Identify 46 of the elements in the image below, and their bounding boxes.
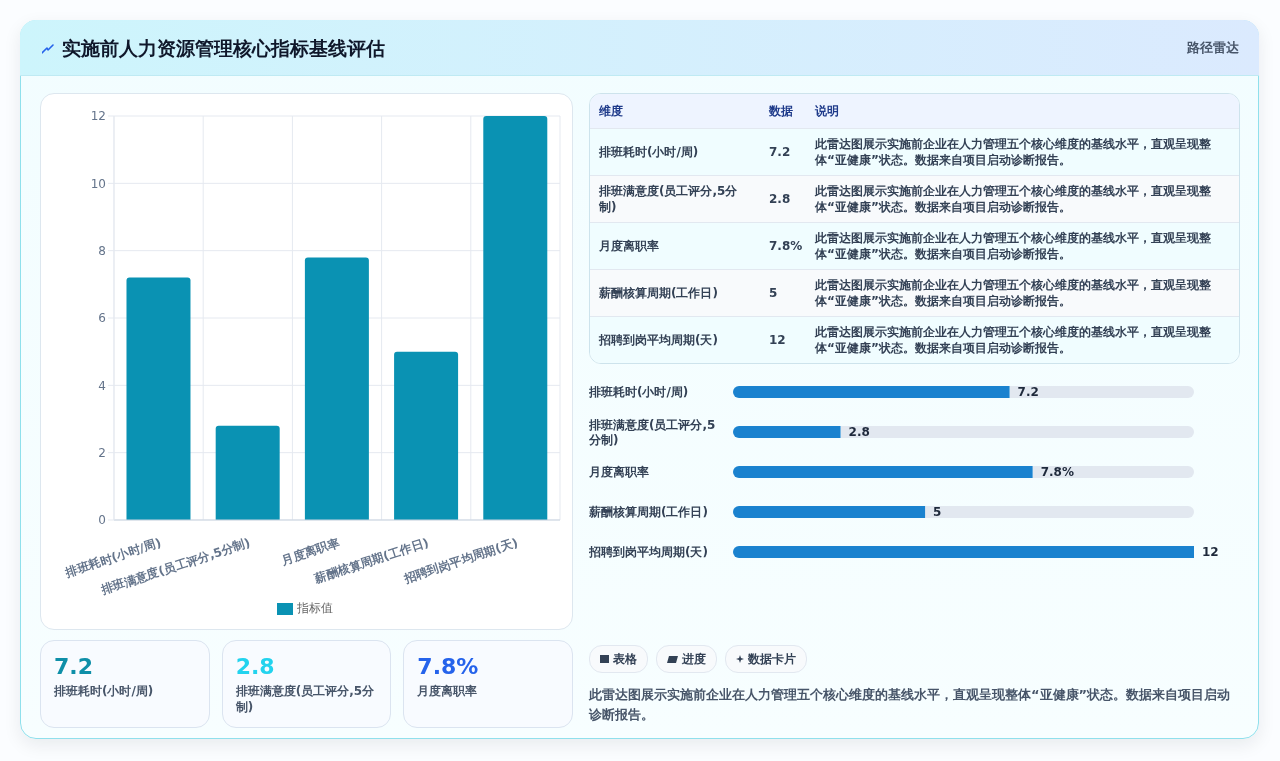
category-label: 月度离职率 (599, 239, 659, 253)
category-label: 表格 (613, 650, 637, 668)
bar (733, 426, 841, 438)
category-label: 薪酬核算周期(工作日) (599, 286, 718, 300)
category-label: 招聘到岗平均周期(天) (599, 333, 718, 347)
bar (215, 425, 280, 520)
category-label: 数据卡片 (748, 650, 796, 668)
stat-card: 7.2 排班耗时(小时/周) (40, 640, 210, 728)
table-row: 招聘到岗平均周期(天) 12 此雷达图展示实施前企业在人力管理五个核心维度的基线水平，直观呈现整体“亚健康”状态。数据来自项目启动诊断报告。 (590, 316, 1239, 363)
bar (483, 116, 548, 520)
chip: 数据卡片 (725, 645, 807, 673)
y-tick-label: 排班耗时(小时/周) (588, 385, 689, 400)
y-tick-label: 12 (90, 109, 106, 124)
table-row: 月度离职率 7.8% 此雷达图展示实施前企业在人力管理五个核心维度的基线水平，直观呈现整体“亚健康”状态。数据来自项目启动诊断报告。 (590, 222, 1239, 269)
table-row: 排班耗时(小时/周) 7.2 此雷达图展示实施前企业在人力管理五个核心维度的基线水平，直观呈现整体“亚健康”状态。数据来自项目启动诊断报告。 (590, 128, 1239, 175)
bar (394, 351, 459, 520)
chip: 表格 (589, 645, 648, 673)
data-label: 2.8 (848, 425, 870, 440)
table-header-row: 维度 数据 说明 (590, 94, 1239, 128)
bar (304, 257, 369, 520)
y-tick-label: 4 (98, 378, 106, 393)
y-tick-label: 2 (98, 445, 106, 460)
text: 此雷达图展示实施前企业在人力管理五个核心维度的基线水平，直观呈现整体“亚健康”状态。数据来自项目启动诊断报告。 (589, 687, 1231, 722)
category-label: 月度离职率 (417, 684, 478, 698)
data-label: 7.8% (1040, 465, 1074, 480)
y-tick-label: 薪酬核算周期(工作日) (588, 505, 708, 520)
y-tick-label: 6 (98, 311, 106, 326)
y-tick-label: 0 (98, 513, 106, 528)
category-label: 排班满意度(员工评分,5分制) (235, 684, 375, 714)
y-tick-label: 排班满意度(员工评分,5分制) (588, 417, 716, 447)
table-row: 薪酬核算周期(工作日) 5 此雷达图展示实施前企业在人力管理五个核心维度的基线水平，直观呈现整体“亚健康”状态。数据来自项目启动诊断报告。 (590, 269, 1239, 316)
bar (733, 546, 1194, 558)
bar (126, 277, 191, 520)
legend-label: 指标值 (296, 601, 333, 615)
chip: 进度 (656, 645, 717, 673)
y-tick-label: 8 (98, 243, 106, 258)
y-tick-label: 月度离职率 (588, 465, 649, 480)
data-label: 7.2 (1017, 385, 1039, 400)
data-label: 12 (1202, 545, 1219, 560)
stat-card: 7.8% 月度离职率 (403, 640, 573, 728)
y-tick-label: 10 (90, 176, 106, 191)
header-bar: 实施前人力资源管理核心指标基线评估 路径雷达 (20, 20, 1259, 76)
table-row: 排班满意度(员工评分,5分制) 2.8 此雷达图展示实施前企业在人力管理五个核心维度的基线水平，直观呈现整体“亚健康”状态。数据来自项目启动诊断报告。 (590, 175, 1239, 222)
stat-card: 2.8 排班满意度(员工评分,5分制) (221, 640, 392, 728)
category-label: 进度 (682, 650, 706, 668)
data-label: 5 (933, 505, 942, 520)
